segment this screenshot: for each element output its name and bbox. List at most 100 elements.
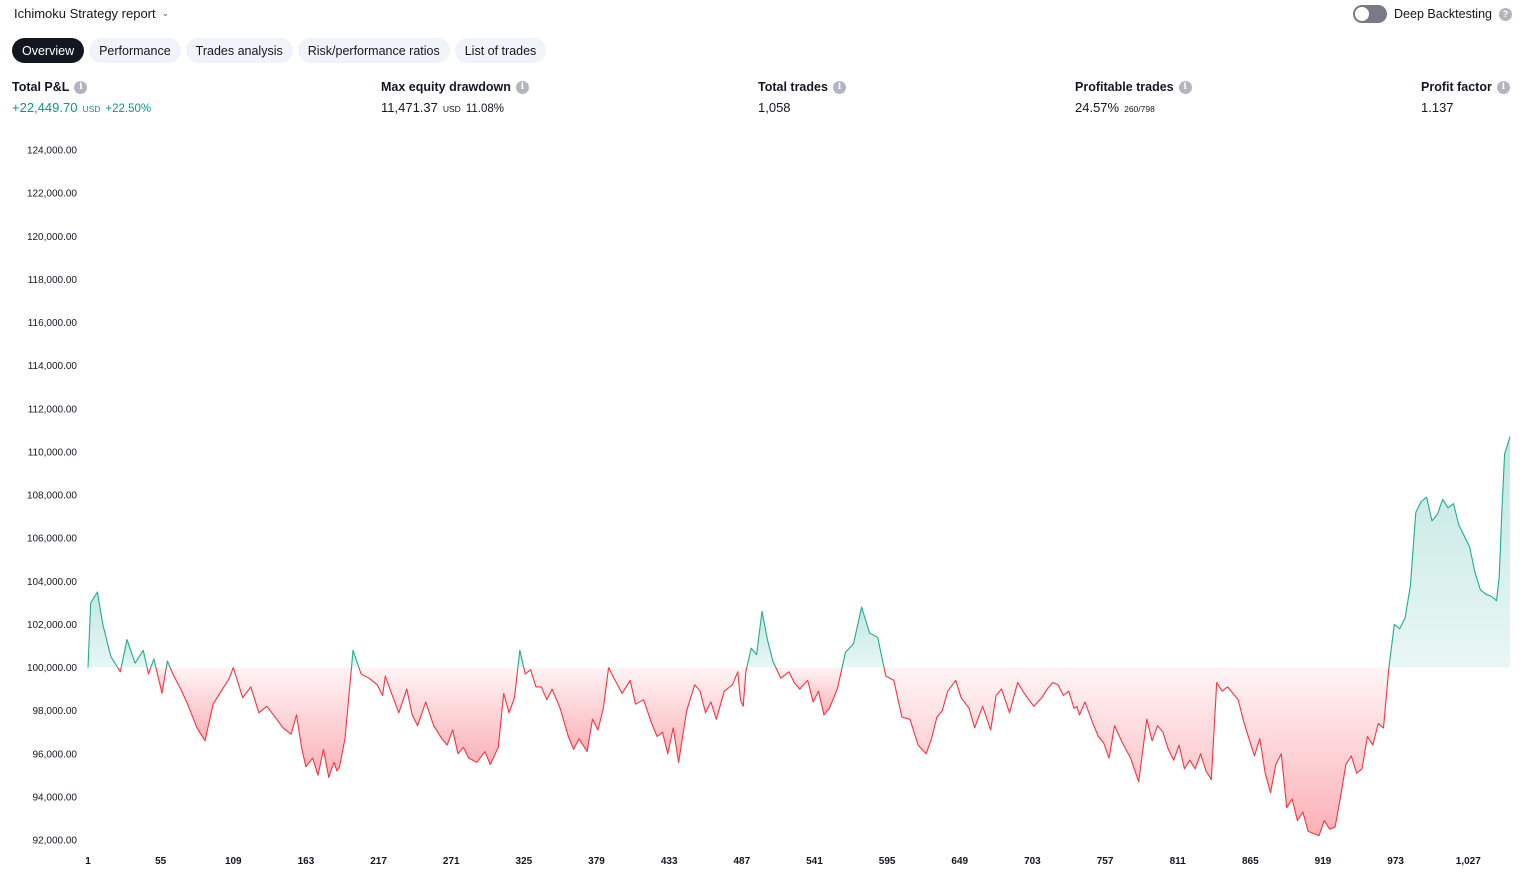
tab-performance[interactable]: Performance xyxy=(89,38,181,63)
equity-line-profit xyxy=(87,591,119,668)
x-tick-label: 595 xyxy=(879,856,896,867)
loss-area xyxy=(608,667,747,763)
deep-backtesting-toggle[interactable] xyxy=(1353,5,1388,23)
y-tick-label: 108,000.00 xyxy=(27,491,77,502)
equity-line-loss xyxy=(155,667,167,694)
tab-list-of-trades[interactable]: List of trades xyxy=(454,38,547,63)
x-tick-label: 271 xyxy=(443,856,460,867)
x-tick-label: 325 xyxy=(516,856,533,867)
loss-area xyxy=(523,667,609,752)
profitable-trades-ratio: 260/798 xyxy=(1124,104,1155,114)
total-trades-value: 1,058 xyxy=(758,100,791,115)
x-tick-label: 433 xyxy=(661,856,678,867)
info-icon[interactable]: i xyxy=(1496,80,1510,94)
x-tick-label: 757 xyxy=(1097,856,1114,867)
metric-label: Total P&L xyxy=(12,80,70,94)
currency-unit: USD xyxy=(82,104,101,114)
report-header: Ichimoku Strategy report ⌄ Deep Backtest… xyxy=(0,0,1520,30)
info-icon[interactable]: i xyxy=(515,80,529,94)
loss-area xyxy=(170,667,234,741)
equity-line-loss xyxy=(146,667,152,675)
tab-trades-analysis[interactable]: Trades analysis xyxy=(185,38,293,63)
x-tick-label: 109 xyxy=(225,856,242,867)
profit-area xyxy=(1388,436,1510,668)
loss-area xyxy=(155,667,167,694)
x-tick-label: 487 xyxy=(733,856,750,867)
equity-line-loss xyxy=(117,667,122,673)
y-tick-label: 114,000.00 xyxy=(28,361,78,372)
y-tick-label: 102,000.00 xyxy=(27,620,77,631)
equity-line-profit xyxy=(1388,436,1511,668)
equity-line-profit xyxy=(120,638,148,668)
toggle-knob xyxy=(1355,7,1370,21)
equity-line-profit xyxy=(841,606,885,668)
equity-line-profit xyxy=(517,649,525,668)
x-tick-label: 649 xyxy=(951,856,968,867)
strategy-title: Ichimoku Strategy report xyxy=(14,6,156,21)
y-tick-label: 120,000.00 xyxy=(27,232,77,243)
help-icon[interactable]: ? xyxy=(1499,7,1512,21)
metric-total-pnl: Total P&L i +22,449.70 USD +22.50% xyxy=(12,80,151,115)
metric-total-trades: Total trades i 1,058 xyxy=(758,80,846,115)
info-icon[interactable]: i xyxy=(1178,80,1192,94)
equity-line-profit xyxy=(350,649,360,668)
tab-overview[interactable]: Overview xyxy=(12,38,85,63)
metric-label: Total trades xyxy=(758,80,828,94)
metric-profit-factor: Profit factor i 1.137 xyxy=(1421,80,1510,115)
x-tick-label: 55 xyxy=(155,856,167,867)
y-tick-label: 118,000.00 xyxy=(28,275,78,286)
y-tick-label: 106,000.00 xyxy=(27,534,77,545)
y-tick-label: 112,000.00 xyxy=(28,404,78,415)
currency-unit: USD xyxy=(442,104,461,114)
y-tick-label: 98,000.00 xyxy=(33,706,78,717)
profit-area xyxy=(842,607,884,668)
metric-max-drawdown: Max equity drawdown i 11,471.37 USD 11.08… xyxy=(381,80,529,115)
x-axis: 1 55 109 163 217 271 325 379 433 487 541 595 649 703 7… xyxy=(85,856,1481,867)
y-tick-label: 110,000.00 xyxy=(28,447,78,458)
equity-line-loss xyxy=(608,667,748,763)
x-tick-label: 1,027 xyxy=(1456,856,1481,867)
report-tabs: Overview Performance Trades analysis Ris… xyxy=(12,38,547,63)
x-tick-label: 1 xyxy=(85,856,91,867)
deep-backtesting-label: Deep Backtesting xyxy=(1394,7,1492,21)
x-tick-label: 919 xyxy=(1315,856,1332,867)
profit-area xyxy=(746,611,776,668)
equity-line-loss xyxy=(883,667,1390,837)
equity-line-profit xyxy=(165,660,171,668)
equity-series xyxy=(87,436,1511,837)
chevron-down-icon: ⌄ xyxy=(161,8,170,18)
y-axis: 124,000.00 122,000.00 120,000.00 118,000.00… xyxy=(27,146,77,847)
total-pnl-value: +22,449.70 xyxy=(12,100,78,115)
y-tick-label: 96,000.00 xyxy=(33,749,78,760)
y-tick-label: 100,000.00 xyxy=(27,663,77,674)
profit-area xyxy=(121,639,148,668)
total-pnl-percent: +22.50% xyxy=(105,103,152,115)
profit-area xyxy=(88,592,118,668)
x-tick-label: 703 xyxy=(1024,856,1041,867)
loss-area xyxy=(358,667,518,765)
equity-line-loss xyxy=(358,667,519,766)
loss-area xyxy=(233,667,352,778)
profitable-trades-value: 24.57% xyxy=(1075,100,1120,115)
y-tick-label: 104,000.00 xyxy=(27,577,77,588)
equity-chart[interactable]: 124,000.00 122,000.00 120,000.00 118,000.00… xyxy=(0,130,1520,877)
x-tick-label: 217 xyxy=(370,856,387,867)
equity-line-profit xyxy=(746,610,777,668)
y-tick-label: 92,000.00 xyxy=(33,836,78,847)
deep-backtesting-control: Deep Backtesting ? xyxy=(1353,5,1512,23)
info-icon[interactable]: i xyxy=(832,80,846,94)
profit-factor-value: 1.137 xyxy=(1421,100,1454,115)
max-drawdown-value: 11,471.37 xyxy=(381,100,438,115)
y-tick-label: 116,000.00 xyxy=(28,318,78,329)
equity-line-loss xyxy=(169,667,234,742)
strategy-title-dropdown[interactable]: Ichimoku Strategy report ⌄ xyxy=(14,6,169,21)
loss-area xyxy=(775,667,843,715)
y-tick-label: 122,000.00 xyxy=(27,189,77,200)
y-tick-label: 124,000.00 xyxy=(27,146,77,157)
x-tick-label: 811 xyxy=(1170,856,1187,867)
equity-line-loss xyxy=(775,667,843,716)
info-icon[interactable]: i xyxy=(74,80,88,94)
equity-line-profit xyxy=(150,658,157,668)
tab-risk-performance-ratios[interactable]: Risk/performance ratios xyxy=(297,38,450,63)
y-tick-label: 94,000.00 xyxy=(33,792,78,803)
